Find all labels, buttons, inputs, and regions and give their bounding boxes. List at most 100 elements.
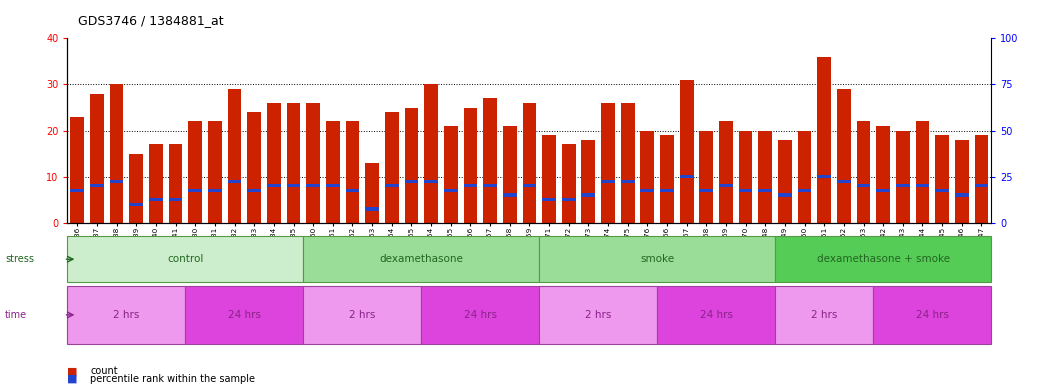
Bar (581, 194, 595, 197)
Bar (110, 84, 124, 223)
Bar (640, 189, 654, 192)
Text: 2 hrs: 2 hrs (811, 310, 838, 320)
Bar (188, 121, 202, 223)
Bar (601, 180, 614, 183)
Bar (896, 184, 909, 187)
Bar (130, 154, 143, 223)
Bar (502, 126, 517, 223)
Bar (169, 198, 183, 201)
Bar (425, 84, 438, 223)
Text: control: control (167, 254, 203, 264)
Text: 24 hrs: 24 hrs (700, 310, 733, 320)
Bar (680, 80, 693, 223)
Bar (601, 103, 614, 223)
Bar (306, 103, 320, 223)
Bar (817, 175, 831, 178)
Bar (208, 189, 222, 192)
Bar (975, 135, 988, 223)
Bar (621, 103, 634, 223)
Bar (856, 184, 871, 187)
Text: percentile rank within the sample: percentile rank within the sample (90, 374, 255, 384)
Bar (267, 184, 280, 187)
Bar (149, 198, 163, 201)
Bar (542, 135, 556, 223)
Bar (149, 144, 163, 223)
Bar (130, 203, 143, 206)
Bar (539, 286, 657, 344)
Text: ■: ■ (67, 366, 78, 376)
Bar (700, 131, 713, 223)
Bar (208, 121, 222, 223)
Bar (856, 121, 871, 223)
Bar (71, 189, 84, 192)
Text: dexamethasone: dexamethasone (379, 254, 463, 264)
Bar (955, 194, 968, 197)
Text: 2 hrs: 2 hrs (349, 310, 376, 320)
Bar (67, 236, 303, 282)
Bar (660, 189, 674, 192)
Bar (778, 194, 792, 197)
Bar (286, 103, 300, 223)
Bar (876, 126, 890, 223)
Bar (71, 117, 84, 223)
Text: 2 hrs: 2 hrs (113, 310, 140, 320)
Bar (405, 180, 418, 183)
Text: GDS3746 / 1384881_at: GDS3746 / 1384881_at (78, 14, 223, 27)
Bar (640, 131, 654, 223)
Bar (581, 140, 595, 223)
Bar (916, 121, 929, 223)
Bar (759, 189, 772, 192)
Bar (483, 98, 497, 223)
Bar (186, 286, 303, 344)
Bar (797, 131, 812, 223)
Bar (90, 94, 104, 223)
Bar (719, 184, 733, 187)
Bar (562, 198, 575, 201)
Bar (247, 189, 262, 192)
Bar (916, 184, 929, 187)
Bar (700, 189, 713, 192)
Bar (227, 180, 242, 183)
Bar (759, 131, 772, 223)
Bar (444, 126, 458, 223)
Bar (522, 184, 537, 187)
Bar (797, 189, 812, 192)
Bar (680, 175, 693, 178)
Bar (303, 236, 539, 282)
Bar (719, 121, 733, 223)
Bar (385, 184, 399, 187)
Bar (365, 163, 379, 223)
Bar (739, 189, 753, 192)
Bar (817, 57, 831, 223)
Bar (935, 135, 949, 223)
Text: 24 hrs: 24 hrs (464, 310, 497, 320)
Text: time: time (5, 310, 27, 320)
Text: dexamethasone + smoke: dexamethasone + smoke (817, 254, 950, 264)
Bar (110, 180, 124, 183)
Bar (464, 108, 477, 223)
Bar (326, 121, 339, 223)
Bar (562, 144, 575, 223)
Bar (876, 189, 890, 192)
Bar (169, 144, 183, 223)
Bar (421, 286, 539, 344)
Bar (896, 131, 909, 223)
Bar (326, 184, 339, 187)
Bar (739, 131, 753, 223)
Bar (306, 184, 320, 187)
Bar (657, 286, 775, 344)
Text: ■: ■ (67, 374, 78, 384)
Bar (837, 180, 851, 183)
Bar (955, 140, 968, 223)
Bar (483, 184, 497, 187)
Bar (775, 236, 991, 282)
Bar (778, 140, 792, 223)
Text: 2 hrs: 2 hrs (585, 310, 611, 320)
Text: count: count (90, 366, 118, 376)
Text: stress: stress (5, 254, 34, 264)
Bar (247, 112, 262, 223)
Bar (90, 184, 104, 187)
Bar (425, 180, 438, 183)
Bar (935, 189, 949, 192)
Bar (385, 112, 399, 223)
